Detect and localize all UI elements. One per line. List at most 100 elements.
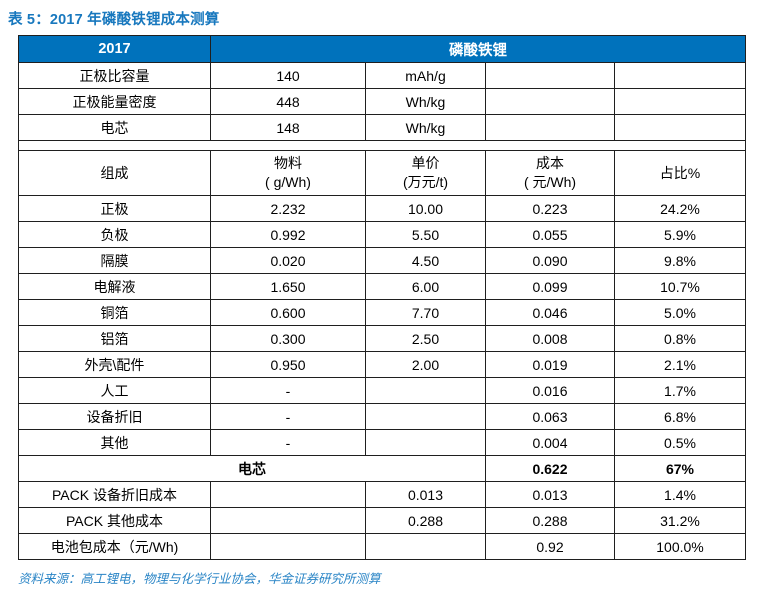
component-cost: 0.063 — [485, 403, 615, 430]
component-row: 正极 2.232 10.00 0.223 24.2% — [18, 195, 746, 222]
spec-value: 448 — [210, 88, 366, 115]
component-material: 0.950 — [210, 351, 366, 378]
component-material: - — [210, 429, 366, 456]
spec-value: 140 — [210, 62, 366, 89]
empty-cell — [18, 140, 746, 151]
component-label: 电解液 — [18, 273, 211, 300]
component-price: 4.50 — [365, 247, 486, 274]
pack-cost: 0.013 — [485, 481, 615, 508]
empty-cell — [614, 88, 746, 115]
component-material: - — [210, 403, 366, 430]
component-label: 铜箔 — [18, 299, 211, 326]
pack-row: PACK 设备折旧成本 0.013 0.013 1.4% — [18, 481, 746, 508]
component-price — [365, 429, 486, 456]
report-page: 表 5：2017 年磷酸铁锂成本测算 2017 磷酸铁锂 正极比容量 140 m… — [8, 12, 746, 586]
component-share: 6.8% — [614, 403, 746, 430]
composition-header-row: 组成 物料 ( g/Wh) 单价 (万元/t) 成本 ( 元/Wh) 占比% — [18, 150, 746, 196]
component-share: 24.2% — [614, 195, 746, 222]
empty-cell — [614, 62, 746, 89]
component-row: 电解液 1.650 6.00 0.099 10.7% — [18, 273, 746, 300]
empty-cell — [485, 62, 615, 89]
empty-cell — [614, 114, 746, 141]
component-label: 设备折旧 — [18, 403, 211, 430]
component-label: 负极 — [18, 221, 211, 248]
pack-cost: 0.288 — [485, 507, 615, 534]
component-row: 隔膜 0.020 4.50 0.090 9.8% — [18, 247, 746, 274]
component-material: 2.232 — [210, 195, 366, 222]
col-header-line: 单价 — [411, 155, 440, 172]
cost-table: 2017 磷酸铁锂 正极比容量 140 mAh/g 正极能量密度 448 Wh/… — [18, 35, 746, 560]
component-price — [365, 403, 486, 430]
source-note: 资料来源：高工锂电，物理与化学行业协会，华金证券研究所测算 — [18, 572, 381, 586]
component-cost: 0.016 — [485, 377, 615, 404]
component-material: 0.992 — [210, 221, 366, 248]
spec-row: 正极能量密度 448 Wh/kg — [18, 88, 746, 115]
component-price: 7.70 — [365, 299, 486, 326]
pack-label: PACK 设备折旧成本 — [18, 481, 211, 508]
component-cost: 0.019 — [485, 351, 615, 378]
cell-subtotal-row: 电芯 0.622 67% — [18, 455, 746, 482]
cell-subtotal-cost: 0.622 — [485, 455, 615, 482]
pack-share: 1.4% — [614, 481, 746, 508]
component-row: 铝箔 0.300 2.50 0.008 0.8% — [18, 325, 746, 352]
col-header-line: ( g/Wh) — [265, 174, 311, 190]
empty-cell — [365, 533, 486, 560]
component-share: 0.5% — [614, 429, 746, 456]
spacer-row — [18, 140, 746, 151]
col-header-cost: 成本 ( 元/Wh) — [485, 150, 615, 196]
component-row: 铜箔 0.600 7.70 0.046 5.0% — [18, 299, 746, 326]
component-row: 设备折旧 - 0.063 6.8% — [18, 403, 746, 430]
spec-label: 正极比容量 — [18, 62, 211, 89]
col-header-price: 单价 (万元/t) — [365, 150, 486, 196]
component-material: 1.650 — [210, 273, 366, 300]
empty-cell — [210, 481, 366, 508]
col-header-line: (万元/t) — [402, 174, 449, 190]
col-header-share: 占比% — [614, 150, 746, 196]
component-row: 其他 - 0.004 0.5% — [18, 429, 746, 456]
spec-row: 电芯 148 Wh/kg — [18, 114, 746, 141]
component-label: 其他 — [18, 429, 211, 456]
component-cost: 0.099 — [485, 273, 615, 300]
component-cost: 0.046 — [485, 299, 615, 326]
spec-row: 正极比容量 140 mAh/g — [18, 62, 746, 89]
component-price — [365, 377, 486, 404]
pack-price: 0.013 — [365, 481, 486, 508]
col-header-material: 物料 ( g/Wh) — [210, 150, 366, 196]
table-title: 表 5：2017 年磷酸铁锂成本测算 — [8, 12, 220, 28]
pack-label: PACK 其他成本 — [18, 507, 211, 534]
col-header-line: 物料 — [274, 155, 302, 172]
component-row: 人工 - 0.016 1.7% — [18, 377, 746, 404]
pack-total-share: 100.0% — [614, 533, 746, 560]
component-cost: 0.223 — [485, 195, 615, 222]
col-header-line: ( 元/Wh) — [523, 174, 577, 190]
pack-row: PACK 其他成本 0.288 0.288 31.2% — [18, 507, 746, 534]
component-material: - — [210, 377, 366, 404]
pack-price: 0.288 — [365, 507, 486, 534]
header-product-cell: 磷酸铁锂 — [210, 35, 746, 63]
component-price: 2.00 — [365, 351, 486, 378]
component-label: 铝箔 — [18, 325, 211, 352]
component-cost: 0.055 — [485, 221, 615, 248]
component-share: 9.8% — [614, 247, 746, 274]
pack-share: 31.2% — [614, 507, 746, 534]
empty-cell — [210, 533, 366, 560]
col-header-line: 成本 — [536, 155, 564, 172]
component-label: 隔膜 — [18, 247, 211, 274]
empty-cell — [210, 507, 366, 534]
component-share: 1.7% — [614, 377, 746, 404]
component-row: 负极 0.992 5.50 0.055 5.9% — [18, 221, 746, 248]
spec-unit: mAh/g — [365, 62, 486, 89]
pack-total-row: 电池包成本（元/Wh) 0.92 100.0% — [18, 533, 746, 560]
pack-total-label: 电池包成本（元/Wh) — [18, 533, 211, 560]
spec-unit: Wh/kg — [365, 88, 486, 115]
pack-total-cost: 0.92 — [485, 533, 615, 560]
component-price: 10.00 — [365, 195, 486, 222]
component-material: 0.600 — [210, 299, 366, 326]
component-price: 5.50 — [365, 221, 486, 248]
component-material: 0.300 — [210, 325, 366, 352]
component-row: 外壳\配件 0.950 2.00 0.019 2.1% — [18, 351, 746, 378]
col-header-composition: 组成 — [18, 150, 211, 196]
spec-label: 正极能量密度 — [18, 88, 211, 115]
spec-value: 148 — [210, 114, 366, 141]
component-cost: 0.090 — [485, 247, 615, 274]
